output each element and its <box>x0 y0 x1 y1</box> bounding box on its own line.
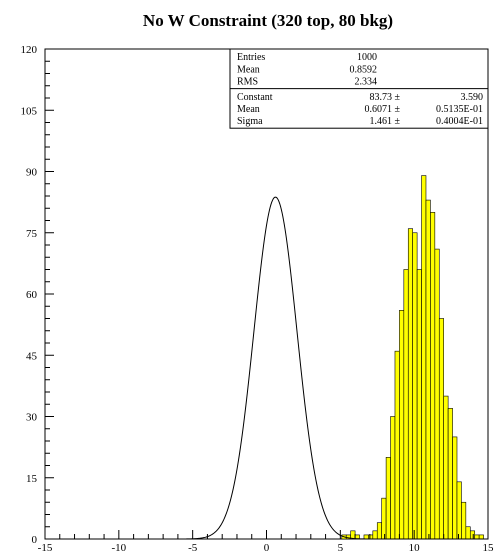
stats-value: 1000 <box>357 52 377 63</box>
x-tick-label: 10 <box>409 542 421 554</box>
fit-param-error: 0.4004E-01 <box>436 116 483 127</box>
histogram-bin <box>474 534 480 540</box>
histogram-bin <box>403 269 409 540</box>
stats-label: RMS <box>237 77 258 88</box>
histogram-bin <box>456 481 462 540</box>
y-tick-label: 15 <box>26 473 38 485</box>
x-tick-label: -5 <box>188 542 198 554</box>
histogram-bin <box>399 310 405 540</box>
fit-param-label: Constant <box>237 92 273 103</box>
x-tick-label: -10 <box>111 542 126 554</box>
histogram-bin <box>350 530 356 540</box>
fit-param-error: 3.590 <box>461 92 484 103</box>
stats-value: 0.8592 <box>350 64 378 75</box>
y-tick-label: 120 <box>21 44 38 56</box>
chart-title: No W Constraint (320 top, 80 bkg) <box>143 11 393 30</box>
fit-param-value: 0.6071 ± <box>365 104 401 115</box>
histogram-bin <box>390 416 396 540</box>
histogram-bin <box>447 408 453 540</box>
histogram-bin <box>434 248 440 540</box>
histogram-bin <box>368 534 374 540</box>
fit-param-value: 83.73 ± <box>370 92 401 103</box>
histogram-bin <box>469 530 476 540</box>
histogram-bin <box>478 534 484 540</box>
histogram-bin <box>430 212 436 540</box>
stats-label: Mean <box>237 64 260 75</box>
x-tick-label: 0 <box>264 542 270 554</box>
histogram-bin <box>381 497 387 540</box>
y-tick-label: 90 <box>26 167 38 179</box>
y-tick-label: 30 <box>26 412 38 424</box>
y-tick-label: 60 <box>26 289 38 301</box>
fit-param-label: Sigma <box>237 116 263 127</box>
histogram-bin <box>416 269 422 540</box>
histogram-bin <box>407 228 413 540</box>
histogram-bin <box>461 501 467 540</box>
x-tick-label: 15 <box>483 542 495 554</box>
histogram-bin <box>421 175 427 540</box>
stats-box: Entries 1000 Mean 0.8592 RMS 2.334 Constant 83.… <box>229 48 489 129</box>
histogram-bin <box>372 530 378 540</box>
fit-param-error: 0.5135E-01 <box>436 104 483 115</box>
histogram-bin <box>452 436 458 540</box>
fit-param-label: Mean <box>237 104 260 115</box>
histogram-bin <box>425 199 431 540</box>
y-axis: 0 15 30 45 60 75 90 105 120 <box>21 44 54 546</box>
x-axis: -15 -10 -5 0 5 10 15 <box>38 530 494 554</box>
y-tick-label: 45 <box>26 350 38 362</box>
histogram-bin <box>438 318 444 540</box>
histogram-bin <box>376 522 382 540</box>
histogram-bin <box>465 526 471 540</box>
y-tick-label: 75 <box>26 228 38 240</box>
y-tick-label: 105 <box>21 105 38 117</box>
stats-label: Entries <box>237 52 265 63</box>
y-tick-label: 0 <box>32 534 38 546</box>
stats-value: 2.334 <box>355 77 378 88</box>
x-tick-label: 5 <box>338 542 344 554</box>
histogram-bin <box>385 457 391 540</box>
histogram-bin <box>412 232 418 540</box>
histogram-bin <box>363 534 369 540</box>
x-tick-label: -15 <box>38 542 53 554</box>
fit-param-value: 1.461 ± <box>370 116 401 127</box>
histogram-bars <box>341 175 484 540</box>
histogram-bin <box>443 395 449 540</box>
histogram-bin <box>394 350 400 540</box>
